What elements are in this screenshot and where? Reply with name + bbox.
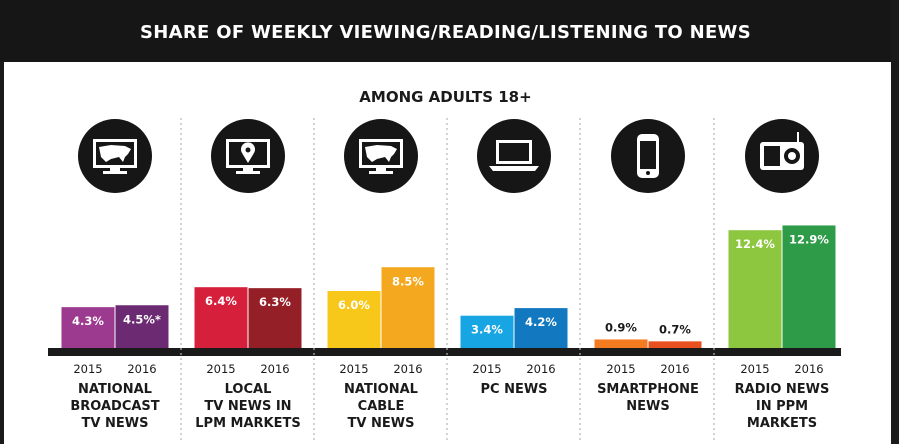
- year-tick-label: 2015: [740, 362, 769, 376]
- radio-icon: [745, 119, 819, 193]
- year-tick-label: 2016: [794, 362, 823, 376]
- bar-value-label: 8.5%: [392, 274, 424, 288]
- category-label: NEWS: [626, 399, 669, 414]
- tv-usa-map-icon: [344, 119, 418, 193]
- bar-value-label: 0.9%: [605, 320, 637, 334]
- bar: [115, 305, 169, 348]
- category-label: BROADCAST: [70, 399, 159, 414]
- year-tick-label: 2016: [260, 362, 289, 376]
- bar-value-label: 3.4%: [471, 323, 503, 337]
- bar: [460, 315, 514, 348]
- bar: [728, 230, 782, 348]
- tv-location-pin-icon: [211, 119, 285, 193]
- category-label: TV NEWS IN: [204, 399, 291, 414]
- right-frame-border: [891, 0, 899, 444]
- bar-value-label: 12.4%: [735, 237, 775, 251]
- category-label: PC NEWS: [480, 382, 547, 397]
- category-group: 0.9% 2015 0.7% 2016 SMARTPHONE NEWS: [594, 119, 702, 414]
- bar-value-label: 4.3%: [72, 314, 104, 328]
- category-label: IN PPM: [756, 399, 808, 414]
- title-bar: SHARE OF WEEKLY VIEWING/READING/LISTENIN…: [0, 0, 891, 62]
- bar: [648, 341, 702, 348]
- category-label: CABLE: [358, 399, 405, 414]
- year-tick-label: 2015: [472, 362, 501, 376]
- bar: [782, 225, 836, 348]
- chart-subtitle: AMONG ADULTS 18+: [359, 88, 532, 106]
- tv-usa-map-icon: [78, 119, 152, 193]
- category-label: NATIONAL: [78, 382, 152, 397]
- category-group: 6.4% 2015 6.3% 2016 LOCAL TV NEWS IN LPM MARKE…: [194, 119, 302, 431]
- category-group: 6.0% 2015 8.5% 2016 NATIONAL CABLE TV NEWS: [327, 119, 435, 431]
- year-tick-label: 2015: [606, 362, 635, 376]
- bar: [61, 307, 115, 348]
- bar-value-label: 4.2%: [525, 315, 557, 329]
- category-label: SMARTPHONE: [597, 382, 699, 397]
- bar: [194, 287, 248, 348]
- category-label: NATIONAL: [344, 382, 418, 397]
- bar-value-label: 12.9%: [789, 232, 829, 246]
- bar: [594, 339, 648, 348]
- year-tick-label: 2016: [393, 362, 422, 376]
- bar: [248, 288, 302, 348]
- bar-value-label: 6.0%: [338, 298, 370, 312]
- year-tick-label: 2015: [339, 362, 368, 376]
- category-group: 4.3% 2015 4.5%* 2016 NATIONAL BROADCAST TV NEW…: [61, 119, 169, 431]
- smartphone-icon: [611, 119, 685, 193]
- category-label: RADIO NEWS: [735, 382, 830, 397]
- bar: [514, 308, 568, 348]
- category-group: 3.4% 2015 4.2% 2016 PC NEWS: [460, 119, 568, 397]
- category-label: MARKETS: [747, 416, 817, 431]
- bar-value-label: 4.5%*: [123, 312, 161, 326]
- year-tick-label: 2016: [526, 362, 555, 376]
- category-label: LOCAL: [225, 382, 272, 397]
- year-tick-label: 2015: [206, 362, 235, 376]
- bar: [327, 291, 381, 348]
- year-tick-label: 2015: [73, 362, 102, 376]
- category-label: TV NEWS: [348, 416, 415, 431]
- bar-value-label: 6.3%: [259, 295, 291, 309]
- category-label: TV NEWS: [82, 416, 149, 431]
- chart-title: SHARE OF WEEKLY VIEWING/READING/LISTENIN…: [140, 22, 751, 43]
- bar-value-label: 6.4%: [205, 294, 237, 308]
- bar: [381, 267, 435, 348]
- category-group: 12.4% 2015 12.9% 2016 RADIO NEWS IN PPM MARKET…: [728, 119, 836, 431]
- year-tick-label: 2016: [127, 362, 156, 376]
- laptop-icon: [477, 119, 551, 193]
- year-tick-label: 2016: [660, 362, 689, 376]
- left-frame-border: [0, 0, 4, 444]
- baseline-axis: [48, 348, 841, 356]
- category-label: LPM MARKETS: [195, 416, 300, 431]
- bar-value-label: 0.7%: [659, 322, 691, 336]
